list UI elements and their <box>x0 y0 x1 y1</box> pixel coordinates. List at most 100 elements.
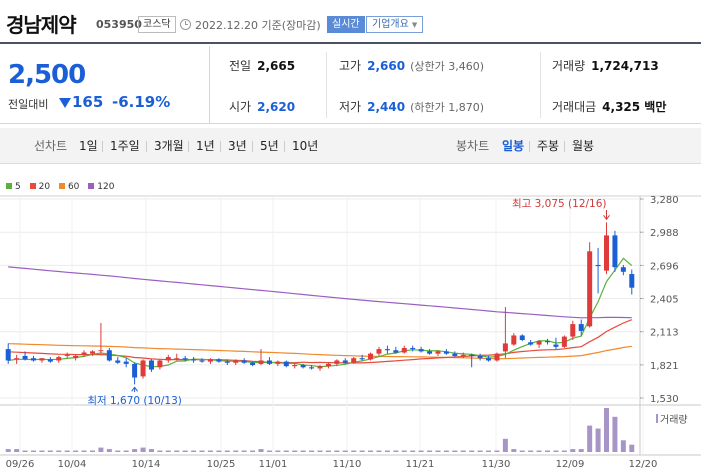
realtime-button[interactable]: 실시간 <box>327 16 365 33</box>
volume-bar <box>435 450 441 452</box>
volume-bar <box>233 450 239 452</box>
y-tick-label: 1,530 <box>650 394 679 405</box>
candle-body <box>528 342 534 345</box>
tab-3years[interactable]: 3년 <box>228 139 247 153</box>
x-tick-label: 11/21 <box>406 459 435 470</box>
volume-bar <box>486 450 492 452</box>
candle-body <box>241 360 247 363</box>
volume-bar <box>561 450 567 452</box>
low-arrow-head <box>131 386 139 392</box>
candle-body <box>292 365 298 367</box>
legend-label: 5 <box>15 182 21 192</box>
legend-ma5: 5 <box>6 182 21 192</box>
volume-bar <box>309 450 315 452</box>
volume-bar <box>266 450 272 452</box>
as-of-date: 2022.12.20 기준(장마감) <box>195 19 321 32</box>
company-info-label: 기업개요 <box>372 19 409 30</box>
candle-body <box>359 358 365 360</box>
volume-bar <box>22 450 28 452</box>
volume-bar <box>174 450 180 452</box>
amount-value: 4,325 백만 <box>602 100 667 114</box>
x-tick-label: 11/30 <box>482 459 511 470</box>
candle-body <box>123 361 129 364</box>
y-tick-label: 2,113 <box>650 328 679 339</box>
candle-body <box>157 360 163 368</box>
candle-body <box>250 362 256 366</box>
volume-bar <box>132 449 138 452</box>
x-tick-label: 11/01 <box>259 459 288 470</box>
volume-bar <box>300 450 306 452</box>
tab-1week[interactable]: 1주일 <box>110 139 140 153</box>
amount-cell: 거래대금 4,325 백만 <box>552 97 666 117</box>
high-annotation: 최고 3,075 (12/16) <box>512 198 607 210</box>
candle-body <box>115 360 121 363</box>
volume-bar <box>275 450 281 452</box>
candle-body <box>629 274 635 288</box>
volume-bar <box>452 450 458 452</box>
volume-bar <box>47 450 53 452</box>
x-tick-label: 10/14 <box>132 459 161 470</box>
candle-body <box>182 358 188 360</box>
volume-bar <box>545 450 551 452</box>
candle-body <box>561 336 567 347</box>
tab-10years[interactable]: 10년 <box>292 139 319 153</box>
candle-body <box>39 358 45 361</box>
candle-body <box>207 359 213 362</box>
volume-bar <box>502 438 508 452</box>
volume-bar <box>612 416 618 452</box>
volume-bar <box>604 408 610 452</box>
candle-body <box>570 324 576 337</box>
tab-line-chart[interactable]: 선차트 <box>34 139 68 153</box>
ma120-line <box>8 266 632 319</box>
volume-bar <box>140 447 146 452</box>
tab-1day[interactable]: 1일 <box>79 139 98 153</box>
candle-body <box>401 347 407 353</box>
legend-swatch <box>6 183 12 189</box>
candle-body <box>511 335 517 345</box>
candle-body <box>334 360 340 364</box>
volume-bar <box>98 447 104 452</box>
volume-bar <box>494 450 500 452</box>
volume-bar <box>629 444 635 452</box>
volume-bar <box>393 450 399 452</box>
volume-bar <box>469 450 475 452</box>
low-value: 2,440 <box>367 100 406 114</box>
legend-label: 60 <box>67 182 80 192</box>
candle-body <box>266 360 272 364</box>
open-label: 시가 <box>229 100 252 114</box>
volume-bar <box>317 450 323 452</box>
candle-body <box>519 335 525 341</box>
volume-bar <box>418 450 424 452</box>
x-tick-label: 09/26 <box>6 459 35 470</box>
stock-header: 경남제약 053950 코스닥 2022.12.20 기준(장마감) 실시간 기… <box>0 0 701 44</box>
clock-icon <box>180 19 191 30</box>
tab-candle-chart[interactable]: 봉차트 <box>456 139 490 153</box>
volume-bar <box>30 450 36 452</box>
tab-daily[interactable]: 일봉 <box>502 139 525 153</box>
volume-bar <box>519 450 525 452</box>
volume-bar <box>443 450 449 452</box>
volume-bar <box>536 450 542 452</box>
open-value: 2,620 <box>257 100 296 114</box>
volume-bar <box>578 449 584 452</box>
tab-weekly[interactable]: 주봉 <box>537 139 560 153</box>
candle-body <box>64 354 70 356</box>
volume-bar <box>401 450 407 452</box>
company-info-dropdown[interactable]: 기업개요 ▼ <box>366 16 424 33</box>
candle-body <box>477 355 483 359</box>
tab-1year[interactable]: 1년 <box>196 139 215 153</box>
candle-body <box>81 352 87 355</box>
ma60-line <box>8 343 632 360</box>
divider <box>564 141 565 152</box>
tab-5years[interactable]: 5년 <box>260 139 279 153</box>
divider <box>252 141 253 152</box>
tab-monthly[interactable]: 월봉 <box>572 139 595 153</box>
volume-bar <box>81 450 87 452</box>
candle-body <box>502 343 508 352</box>
candle-body <box>224 361 230 363</box>
low-label: 저가 <box>339 100 362 114</box>
tab-3months[interactable]: 3개월 <box>154 139 184 153</box>
volume-bar <box>115 450 121 452</box>
candle-body <box>620 267 626 272</box>
